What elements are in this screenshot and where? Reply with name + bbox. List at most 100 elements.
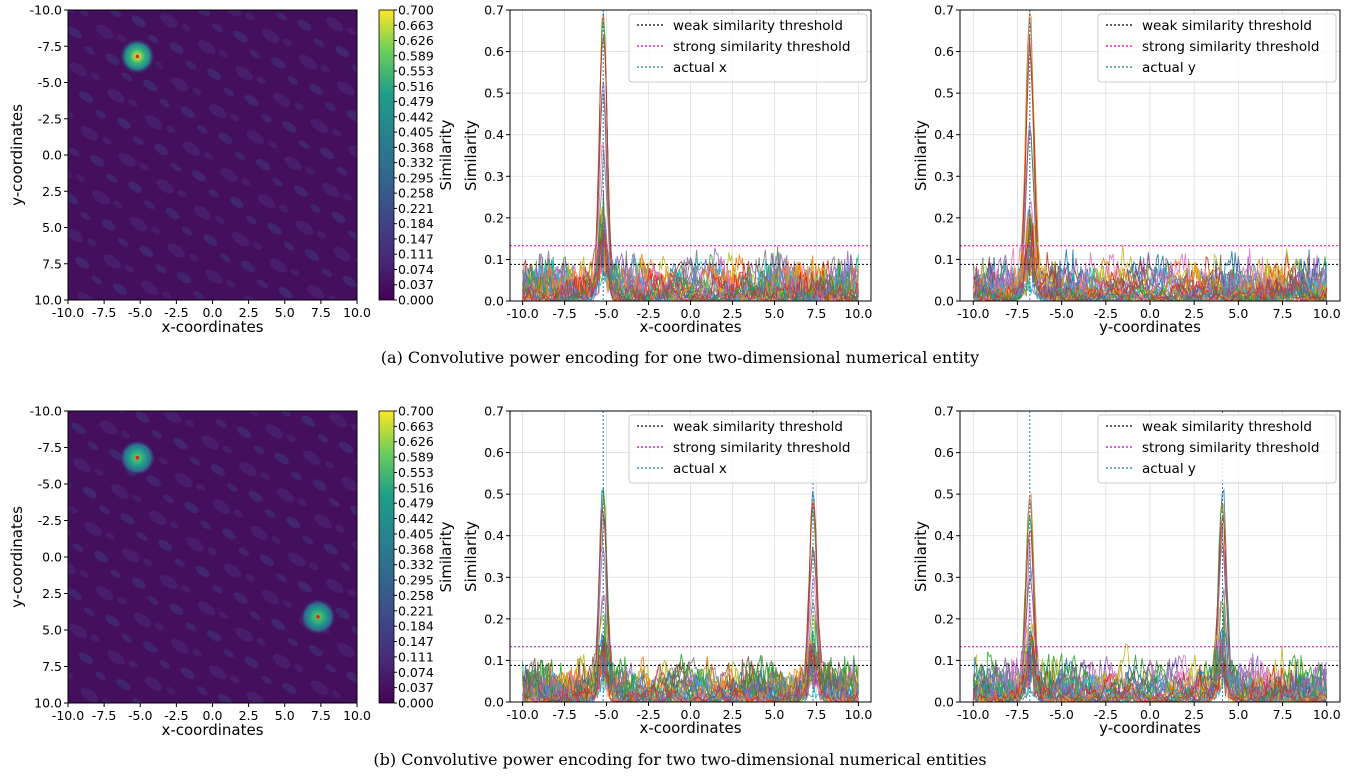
x-tick-label: 7.5 bbox=[806, 707, 826, 722]
y-tick-label: 0.5 bbox=[934, 86, 954, 101]
series-line bbox=[972, 665, 1328, 702]
y-tick-label: 0.1 bbox=[484, 252, 504, 267]
colorbar-label: Similarity bbox=[437, 521, 455, 592]
colorbar-tick-label: 0.221 bbox=[398, 603, 434, 618]
y-tick-label: 0.4 bbox=[484, 528, 504, 543]
colorbar-tick-label: 0.111 bbox=[398, 649, 434, 664]
x-tick-label: -5.0 bbox=[1049, 306, 1073, 321]
y-axis-label: Similarity bbox=[462, 521, 480, 592]
y-axis-label: Similarity bbox=[912, 120, 930, 191]
x-axis-label: x-coordinates bbox=[639, 719, 741, 737]
colorbar-tick-label: 0.626 bbox=[398, 434, 434, 449]
colorbar-tick-label: 0.221 bbox=[398, 201, 434, 216]
colorbar-tick-label: 0.074 bbox=[398, 665, 434, 680]
y-tick-label: 0.3 bbox=[484, 570, 504, 585]
series-group bbox=[972, 12, 1328, 301]
y-axis-label: Similarity bbox=[912, 521, 930, 592]
y-tick-label: 0.6 bbox=[484, 445, 504, 460]
x-axis-label: x-coordinates bbox=[161, 318, 263, 336]
colorbar-scale bbox=[378, 9, 395, 301]
x-tick-label: 5.0 bbox=[275, 305, 295, 320]
colorbar-tick-label: 0.663 bbox=[398, 18, 434, 33]
y-tick-label: 0.2 bbox=[934, 611, 954, 626]
legend-label: actual y bbox=[1142, 461, 1196, 477]
x-tick-label: 10.0 bbox=[1313, 707, 1341, 722]
y-tick-label: -7.5 bbox=[38, 440, 62, 455]
series-line bbox=[972, 628, 1327, 702]
y-tick-label: 5.0 bbox=[42, 623, 62, 638]
colorbar-tick-label: 0.589 bbox=[398, 48, 434, 63]
x-axis-label: y-coordinates bbox=[1099, 719, 1201, 737]
legend-box bbox=[1097, 414, 1337, 484]
x-tick-label: -10.0 bbox=[957, 306, 989, 321]
x-tick-label: 5.0 bbox=[765, 306, 785, 321]
x-tick-label: -10.0 bbox=[52, 708, 84, 723]
legend-box bbox=[628, 414, 868, 484]
colorbar-tick-label: 0.295 bbox=[398, 170, 434, 185]
colorbar-tick-label: 0.405 bbox=[398, 526, 434, 541]
legend-box bbox=[628, 13, 868, 83]
colorbar-tick-label: 0.553 bbox=[398, 64, 434, 79]
x-tick-label: 5.0 bbox=[765, 707, 785, 722]
series-group bbox=[972, 488, 1328, 702]
legend: weak similarity threshold strong similari… bbox=[628, 13, 868, 83]
x-tick-label: 10.0 bbox=[343, 708, 371, 723]
y-tick-label: -7.5 bbox=[38, 39, 62, 54]
x-tick-label: -10.0 bbox=[957, 707, 989, 722]
legend-label: strong similarity threshold bbox=[1142, 39, 1319, 55]
y-tick-label: 0.0 bbox=[484, 695, 504, 710]
colorbar-tick-label: 0.663 bbox=[398, 419, 434, 434]
x-tick-label: -2.5 bbox=[164, 305, 188, 320]
peak-marker bbox=[135, 455, 140, 460]
x-tick-label: -7.5 bbox=[92, 305, 116, 320]
series-line bbox=[973, 636, 1328, 702]
colorbar-tick-label: 0.700 bbox=[398, 404, 434, 419]
legend-label: weak similarity threshold bbox=[1142, 419, 1312, 435]
y-tick-label: 0.0 bbox=[934, 695, 954, 710]
colorbar-tick-label: 0.442 bbox=[398, 109, 434, 124]
y-tick-label: 0.7 bbox=[484, 3, 504, 18]
x-tick-label: -7.5 bbox=[552, 306, 576, 321]
y-axis-label: y-coordinates bbox=[8, 506, 26, 608]
x-tick-label: 0.0 bbox=[681, 707, 701, 722]
series-line bbox=[972, 648, 1328, 702]
x-tick-label: -2.5 bbox=[1094, 707, 1118, 722]
y-tick-label: 0.4 bbox=[934, 127, 954, 142]
caption-b: (b) Convolutive power encoding for two t… bbox=[373, 750, 986, 769]
y-tick-label: -10.0 bbox=[30, 3, 62, 18]
colorbar-tick-label: 0.553 bbox=[398, 465, 434, 480]
x-tick-label: -7.5 bbox=[552, 707, 576, 722]
x-axis-label: x-coordinates bbox=[161, 721, 263, 739]
x-tick-label: -2.5 bbox=[636, 707, 660, 722]
colorbar-tick-label: 0.037 bbox=[398, 277, 434, 292]
series-line bbox=[973, 637, 1328, 702]
colorbar-b: 0.7000.6630.6260.5890.5530.5160.4790.442… bbox=[378, 404, 455, 711]
x-tick-label: -7.5 bbox=[1005, 306, 1029, 321]
series-line bbox=[522, 231, 859, 301]
x-tick-label: -5.0 bbox=[594, 707, 618, 722]
x-tick-label: 7.5 bbox=[806, 306, 826, 321]
series-line bbox=[972, 238, 1327, 301]
colorbar-tick-label: 0.368 bbox=[398, 140, 434, 155]
x-tick-label: 2.5 bbox=[1184, 707, 1204, 722]
colorbar-tick-label: 0.000 bbox=[398, 696, 434, 711]
legend-box bbox=[1097, 13, 1337, 83]
peak-marker bbox=[135, 54, 140, 59]
x-tick-label: -5.0 bbox=[128, 708, 152, 723]
y-tick-label: 0.5 bbox=[934, 487, 954, 502]
y-tick-label: -2.5 bbox=[38, 513, 62, 528]
colorbar-tick-label: 0.184 bbox=[398, 619, 434, 634]
colorbar-tick-label: 0.516 bbox=[398, 480, 434, 495]
legend-label: actual x bbox=[673, 461, 727, 477]
y-tick-label: 0.5 bbox=[484, 487, 504, 502]
colorbar-tick-label: 0.258 bbox=[398, 186, 434, 201]
y-tick-label: 0.1 bbox=[934, 653, 954, 668]
y-tick-label: 0.1 bbox=[484, 653, 504, 668]
x-tick-label: 10.0 bbox=[844, 306, 872, 321]
legend-label: actual y bbox=[1142, 60, 1196, 76]
y-tick-label: 0.6 bbox=[934, 44, 954, 59]
legend-label: strong similarity threshold bbox=[1142, 440, 1319, 456]
y-tick-label: 2.5 bbox=[42, 184, 62, 199]
y-tick-label: 10.0 bbox=[34, 293, 62, 308]
x-tick-label: -7.5 bbox=[92, 708, 116, 723]
